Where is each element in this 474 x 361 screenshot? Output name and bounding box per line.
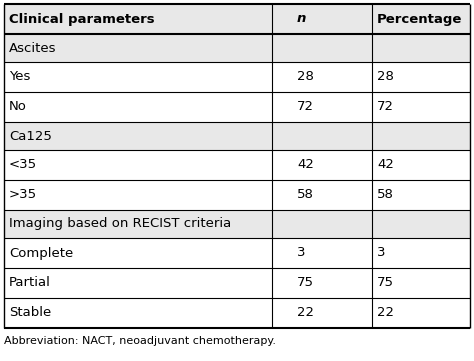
Bar (4, 210, 470, 238)
Bar (4, 62, 470, 92)
Text: Clinical parameters: Clinical parameters (9, 13, 155, 26)
Text: No: No (9, 100, 27, 113)
Text: Partial: Partial (9, 277, 51, 290)
Text: Ascites: Ascites (9, 42, 56, 55)
Bar (4, 180, 470, 210)
Text: 22: 22 (377, 306, 394, 319)
Bar (4, 238, 470, 268)
Bar (4, 150, 470, 180)
Bar (4, 92, 470, 122)
Bar (4, 268, 470, 298)
Text: Abbreviation: NACT, neoadjuvant chemotherapy.: Abbreviation: NACT, neoadjuvant chemothe… (4, 336, 276, 346)
Bar (4, 298, 470, 328)
Text: 72: 72 (297, 100, 314, 113)
Text: 42: 42 (297, 158, 314, 171)
Text: 58: 58 (377, 188, 394, 201)
Bar (4, 4, 470, 34)
Text: 75: 75 (377, 277, 394, 290)
Bar (4, 122, 470, 150)
Text: Imaging based on RECIST criteria: Imaging based on RECIST criteria (9, 217, 231, 231)
Text: >35: >35 (9, 188, 37, 201)
Text: Stable: Stable (9, 306, 51, 319)
Bar (4, 34, 470, 62)
Text: 28: 28 (377, 70, 394, 83)
Text: 3: 3 (377, 247, 386, 260)
Text: Yes: Yes (9, 70, 30, 83)
Text: Percentage: Percentage (377, 13, 463, 26)
Text: Ca125: Ca125 (9, 130, 52, 143)
Text: Complete: Complete (9, 247, 73, 260)
Text: 22: 22 (297, 306, 314, 319)
Text: 28: 28 (297, 70, 314, 83)
Text: 58: 58 (297, 188, 314, 201)
Text: <35: <35 (9, 158, 37, 171)
Text: n: n (297, 13, 306, 26)
Text: 42: 42 (377, 158, 394, 171)
Text: 72: 72 (377, 100, 394, 113)
Text: 75: 75 (297, 277, 314, 290)
Text: 3: 3 (297, 247, 306, 260)
